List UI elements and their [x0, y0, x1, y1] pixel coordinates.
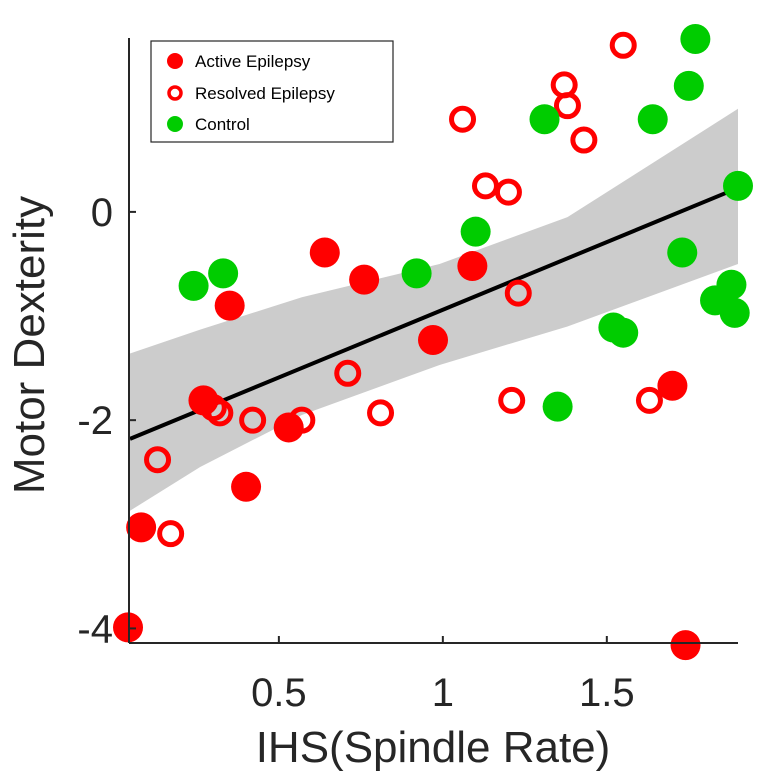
- legend-label-resolved: Resolved Epilepsy: [195, 84, 335, 103]
- regression-line: [129, 186, 739, 441]
- point-resolved-epilepsy: [550, 71, 578, 99]
- point-resolved-epilepsy: [449, 105, 477, 133]
- point-control: [529, 104, 560, 135]
- point-resolved-epilepsy: [334, 359, 362, 387]
- point-control: [208, 258, 239, 289]
- legend-marker-active: [167, 53, 183, 69]
- point-control: [680, 24, 711, 55]
- point-resolved-epilepsy: [498, 386, 526, 414]
- point-resolved-epilepsy: [239, 406, 267, 434]
- point-active-epilepsy: [126, 512, 157, 543]
- x-tick-label: 1: [432, 671, 454, 715]
- fit-line-layer: [129, 186, 739, 441]
- point-resolved-epilepsy: [609, 31, 637, 59]
- point-control: [460, 216, 491, 247]
- point-resolved-epilepsy: [570, 126, 598, 154]
- point-resolved-epilepsy: [504, 279, 532, 307]
- point-active-epilepsy: [657, 370, 688, 401]
- y-tick-label: 0: [91, 191, 113, 235]
- point-resolved-epilepsy: [206, 399, 234, 427]
- point-active-epilepsy: [214, 290, 245, 321]
- point-resolved-epilepsy: [471, 172, 499, 200]
- x-tick-label: 1.5: [579, 671, 635, 715]
- point-resolved-epilepsy: [367, 399, 395, 427]
- legend-label-active: Active Epilepsy: [195, 52, 311, 71]
- point-active-epilepsy: [457, 251, 488, 282]
- legend: Active Epilepsy Resolved Epilepsy Contro…: [150, 40, 394, 143]
- point-control: [637, 104, 668, 135]
- legend-label-control: Control: [195, 115, 250, 134]
- point-resolved-epilepsy: [635, 386, 663, 414]
- x-axis-label: IHS(Spindle Rate): [256, 723, 611, 772]
- point-active-epilepsy: [418, 324, 449, 355]
- legend-box: [150, 40, 394, 143]
- legend-marker-control: [167, 116, 183, 132]
- point-active-epilepsy: [670, 630, 701, 661]
- point-control: [719, 297, 750, 328]
- y-tick-label: -4: [77, 607, 113, 651]
- point-control: [178, 270, 209, 301]
- point-control: [401, 258, 432, 289]
- tick-labels: 0.5 1 1.5 0 -2 -4: [77, 191, 634, 715]
- point-control: [723, 170, 753, 201]
- y-tick-label: -2: [77, 399, 113, 443]
- point-active-epilepsy: [349, 264, 380, 295]
- confidence-band: [129, 108, 739, 511]
- axes: [128, 38, 738, 644]
- point-resolved-epilepsy: [144, 446, 172, 474]
- confidence-band-layer: [129, 108, 739, 511]
- point-control: [716, 269, 747, 300]
- point-control: [667, 237, 698, 268]
- point-active-epilepsy: [231, 471, 262, 502]
- point-control: [542, 391, 573, 422]
- x-tick-label: 0.5: [251, 671, 307, 715]
- y-axis-label: Motor Dexterity: [5, 196, 54, 494]
- point-active-epilepsy: [309, 237, 340, 268]
- legend-marker-resolved: [167, 85, 183, 101]
- point-resolved-epilepsy: [553, 92, 581, 120]
- point-control: [673, 70, 704, 101]
- point-resolved-epilepsy: [288, 406, 316, 434]
- point-active-epilepsy: [273, 412, 304, 443]
- points-layer: [113, 24, 753, 661]
- point-resolved-epilepsy: [157, 520, 185, 548]
- point-control: [608, 317, 639, 348]
- point-resolved-epilepsy: [494, 178, 522, 206]
